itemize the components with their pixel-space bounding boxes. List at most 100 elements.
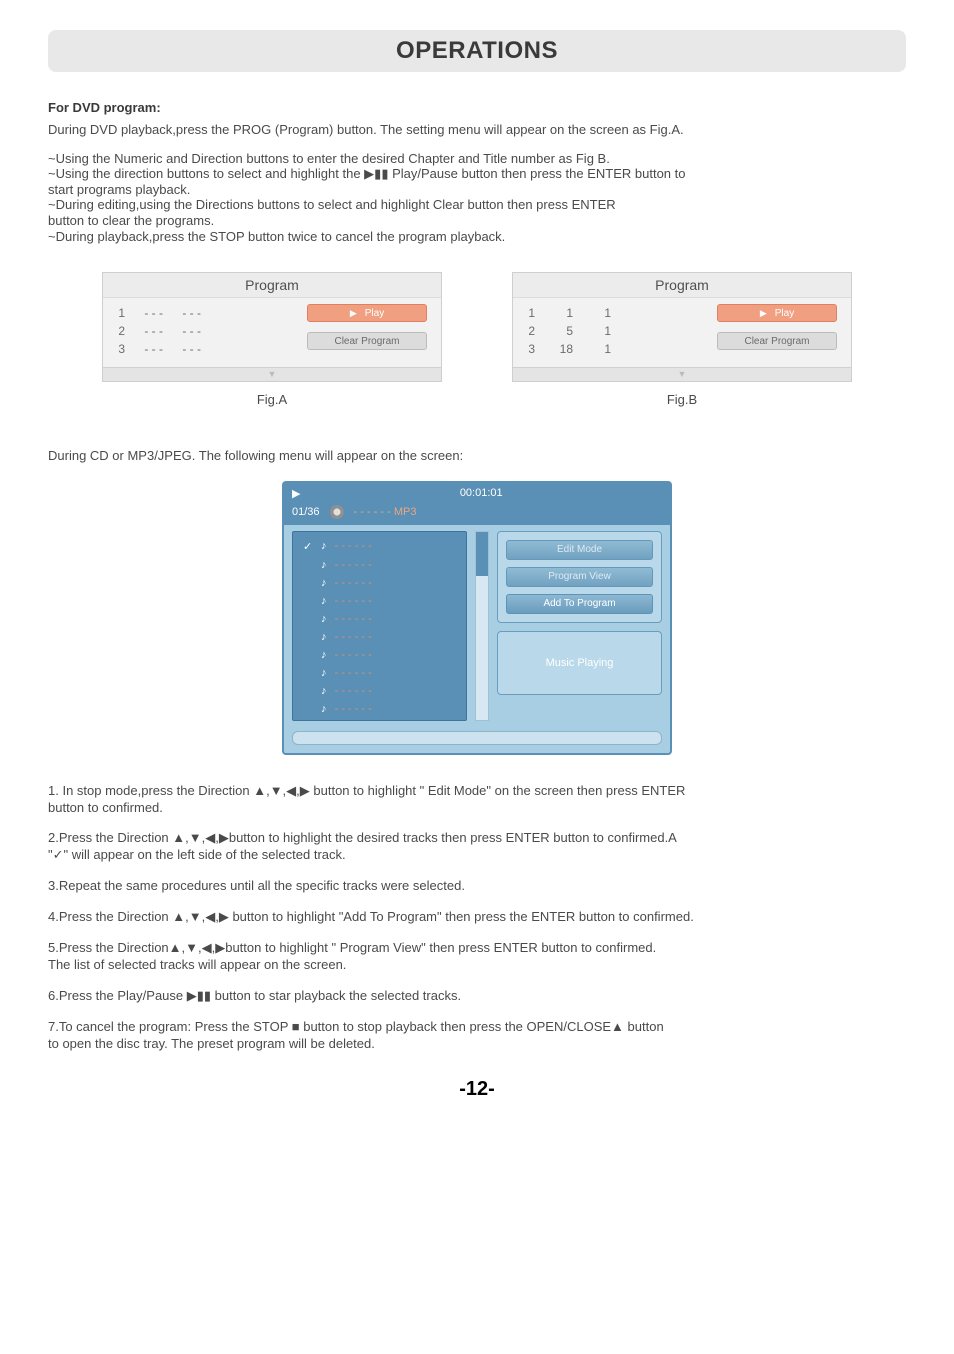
row-col1: - - - — [141, 340, 163, 358]
mp3-track[interactable]: ♪ - - - - - - — [303, 577, 456, 589]
row-index: 3 — [113, 340, 125, 358]
program-b-list: 111251 3 18 1 — [523, 304, 611, 367]
program-dialog-b: Program 1112513181 ▶ Play Clear Program … — [512, 272, 852, 382]
row-col2: - - - — [179, 340, 201, 358]
cd-intro: During CD or MP3/JPEG. The following men… — [48, 447, 906, 465]
program-a-play-button[interactable]: ▶ Play — [307, 304, 427, 322]
mp3-footer-bar — [292, 731, 662, 745]
track-placeholder: - - - - - - — [335, 559, 372, 571]
note-icon: ♪ — [321, 577, 327, 589]
row-index: 3 — [523, 340, 535, 358]
note-icon: ♪ — [321, 703, 327, 715]
program-a-footer: ▼ — [103, 367, 441, 381]
note-icon: ♪ — [321, 685, 327, 697]
program-b-play-button[interactable]: ▶ Play — [717, 304, 837, 322]
fig-b-label: Fig.B — [667, 392, 697, 407]
program-dialog-a-title: Program — [103, 273, 441, 298]
page-header: OPERATIONS — [48, 30, 906, 72]
row-col2: - - - — [179, 322, 201, 340]
step-3: 3.Repeat the same procedures until all t… — [48, 878, 906, 895]
note-icon: ♪ — [321, 540, 327, 552]
program-row: 3 - - - - - - — [113, 340, 201, 358]
track-placeholder: - - - - - - — [335, 667, 372, 679]
program-b-clear-button[interactable]: Clear Program — [717, 332, 837, 350]
track-placeholder: - - - - - - — [335, 613, 372, 625]
program-dialog-a: Program 1- - -- - -2- - -- - -3- - -- - … — [102, 272, 442, 382]
program-row: 3 18 1 — [523, 340, 611, 358]
mp3-time: 00:01:01 — [460, 487, 503, 500]
step-4: 4.Press the Direction ▲,▼,◀,▶ button to … — [48, 909, 906, 926]
play-label: Play — [365, 308, 384, 319]
mp3-format: - - - - - - MP3 — [354, 506, 417, 518]
row-col2: 1 — [589, 340, 611, 358]
add-to-program-button[interactable]: Add To Program — [506, 594, 653, 614]
dvd-intro: During DVD playback,press the PROG (Prog… — [48, 121, 906, 139]
mp3-track[interactable]: ♪- - - - - - — [303, 595, 456, 607]
mp3-header: ▶ 00:01:01 01/36 - - - - - - MP3 — [284, 483, 670, 525]
dvd-heading: For DVD program: — [48, 100, 906, 115]
note-icon: ♪ — [321, 559, 327, 571]
program-row: 111 — [523, 304, 611, 322]
mp3-scrollbar-thumb[interactable] — [476, 532, 488, 576]
row-col2: 1 — [589, 322, 611, 340]
step-2: 2.Press the Direction ▲,▼,◀,▶button to h… — [48, 830, 906, 864]
fig-a-label: Fig.A — [257, 392, 287, 407]
dvd-bullet-line: ~Using the Numeric and Direction buttons… — [48, 151, 906, 167]
fig-b-col: Program 1112513181 ▶ Play Clear Program … — [512, 272, 852, 407]
row-col2: - - - — [179, 304, 201, 322]
page-number: -12- — [48, 1078, 906, 1101]
program-row: 1- - -- - - — [113, 304, 201, 322]
row-index: 2 — [523, 322, 535, 340]
mp3-scrollbar[interactable] — [475, 531, 489, 721]
dvd-bullet-line: button to clear the programs. — [48, 213, 906, 229]
track-placeholder: - - - - - - — [335, 703, 372, 715]
program-a-list: 1- - -- - -2- - -- - -3- - -- - - — [113, 304, 201, 367]
clear-label: Clear Program — [334, 336, 399, 347]
play-icon: ▶ — [350, 309, 357, 318]
step-1: 1. In stop mode,press the Direction ▲,▼,… — [48, 783, 906, 817]
figures-row: Program 1- - -- - -2- - -- - -3- - -- - … — [48, 272, 906, 407]
play-label: Play — [775, 308, 794, 319]
row-col1: - - - — [141, 322, 163, 340]
mp3-track[interactable]: ♪ - - - - - - — [303, 649, 456, 661]
dvd-bullet-line: ~During playback,press the STOP button t… — [48, 229, 906, 245]
track-placeholder: - - - - - - — [335, 685, 372, 697]
program-view-button[interactable]: Program View — [506, 567, 653, 587]
mp3-track[interactable]: ♪ - - - - - - — [303, 703, 456, 715]
mp3-menu: Edit Mode Program View Add To Program — [497, 531, 662, 623]
mp3-track[interactable]: ♪ - - - - - - — [303, 613, 456, 625]
mp3-track-list[interactable]: ✓♪- - - - - -♪- - - - - -♪- - - - - -♪- … — [292, 531, 467, 721]
mp3-track[interactable]: ✓♪- - - - - - — [303, 540, 456, 553]
track-placeholder: - - - - - - — [335, 540, 372, 552]
program-row: 2- - -- - - — [113, 322, 201, 340]
dvd-bullet-line: ~Using the direction buttons to select a… — [48, 166, 906, 182]
step-5: 5.Press the Direction▲,▼,◀,▶button to hi… — [48, 940, 906, 974]
clear-label: Clear Program — [744, 336, 809, 347]
track-placeholder: - - - - - - — [335, 577, 372, 589]
program-b-footer: ▼ — [513, 367, 851, 381]
dvd-section: For DVD program: During DVD playback,pre… — [48, 100, 906, 244]
program-a-clear-button[interactable]: Clear Program — [307, 332, 427, 350]
row-index: 1 — [113, 304, 125, 322]
mp3-track[interactable]: ♪ - - - - - - — [303, 685, 456, 697]
mp3-status: Music Playing — [497, 631, 662, 695]
row-col1: 18 — [551, 340, 573, 358]
fig-a-col: Program 1- - -- - -2- - -- - -3- - -- - … — [102, 272, 442, 407]
play-icon: ▶ — [760, 309, 767, 318]
row-col2: 1 — [589, 304, 611, 322]
note-icon: ♪ — [321, 649, 327, 661]
mp3-counter: 01/36 — [292, 506, 320, 518]
mp3-track[interactable]: ♪- - - - - - — [303, 667, 456, 679]
disc-icon — [330, 505, 344, 519]
track-placeholder: - - - - - - — [335, 649, 372, 661]
program-dialog-b-title: Program — [513, 273, 851, 298]
steps-list: 1. In stop mode,press the Direction ▲,▼,… — [48, 783, 906, 1053]
mp3-track[interactable]: ♪- - - - - - — [303, 631, 456, 643]
note-icon: ♪ — [321, 613, 327, 625]
mp3-track[interactable]: ♪ - - - - - - — [303, 559, 456, 571]
track-placeholder: - - - - - - — [335, 595, 372, 607]
edit-mode-button[interactable]: Edit Mode — [506, 540, 653, 560]
track-placeholder: - - - - - - — [335, 631, 372, 643]
row-col1: 5 — [551, 322, 573, 340]
mp3-status-label: Music Playing — [546, 657, 614, 669]
